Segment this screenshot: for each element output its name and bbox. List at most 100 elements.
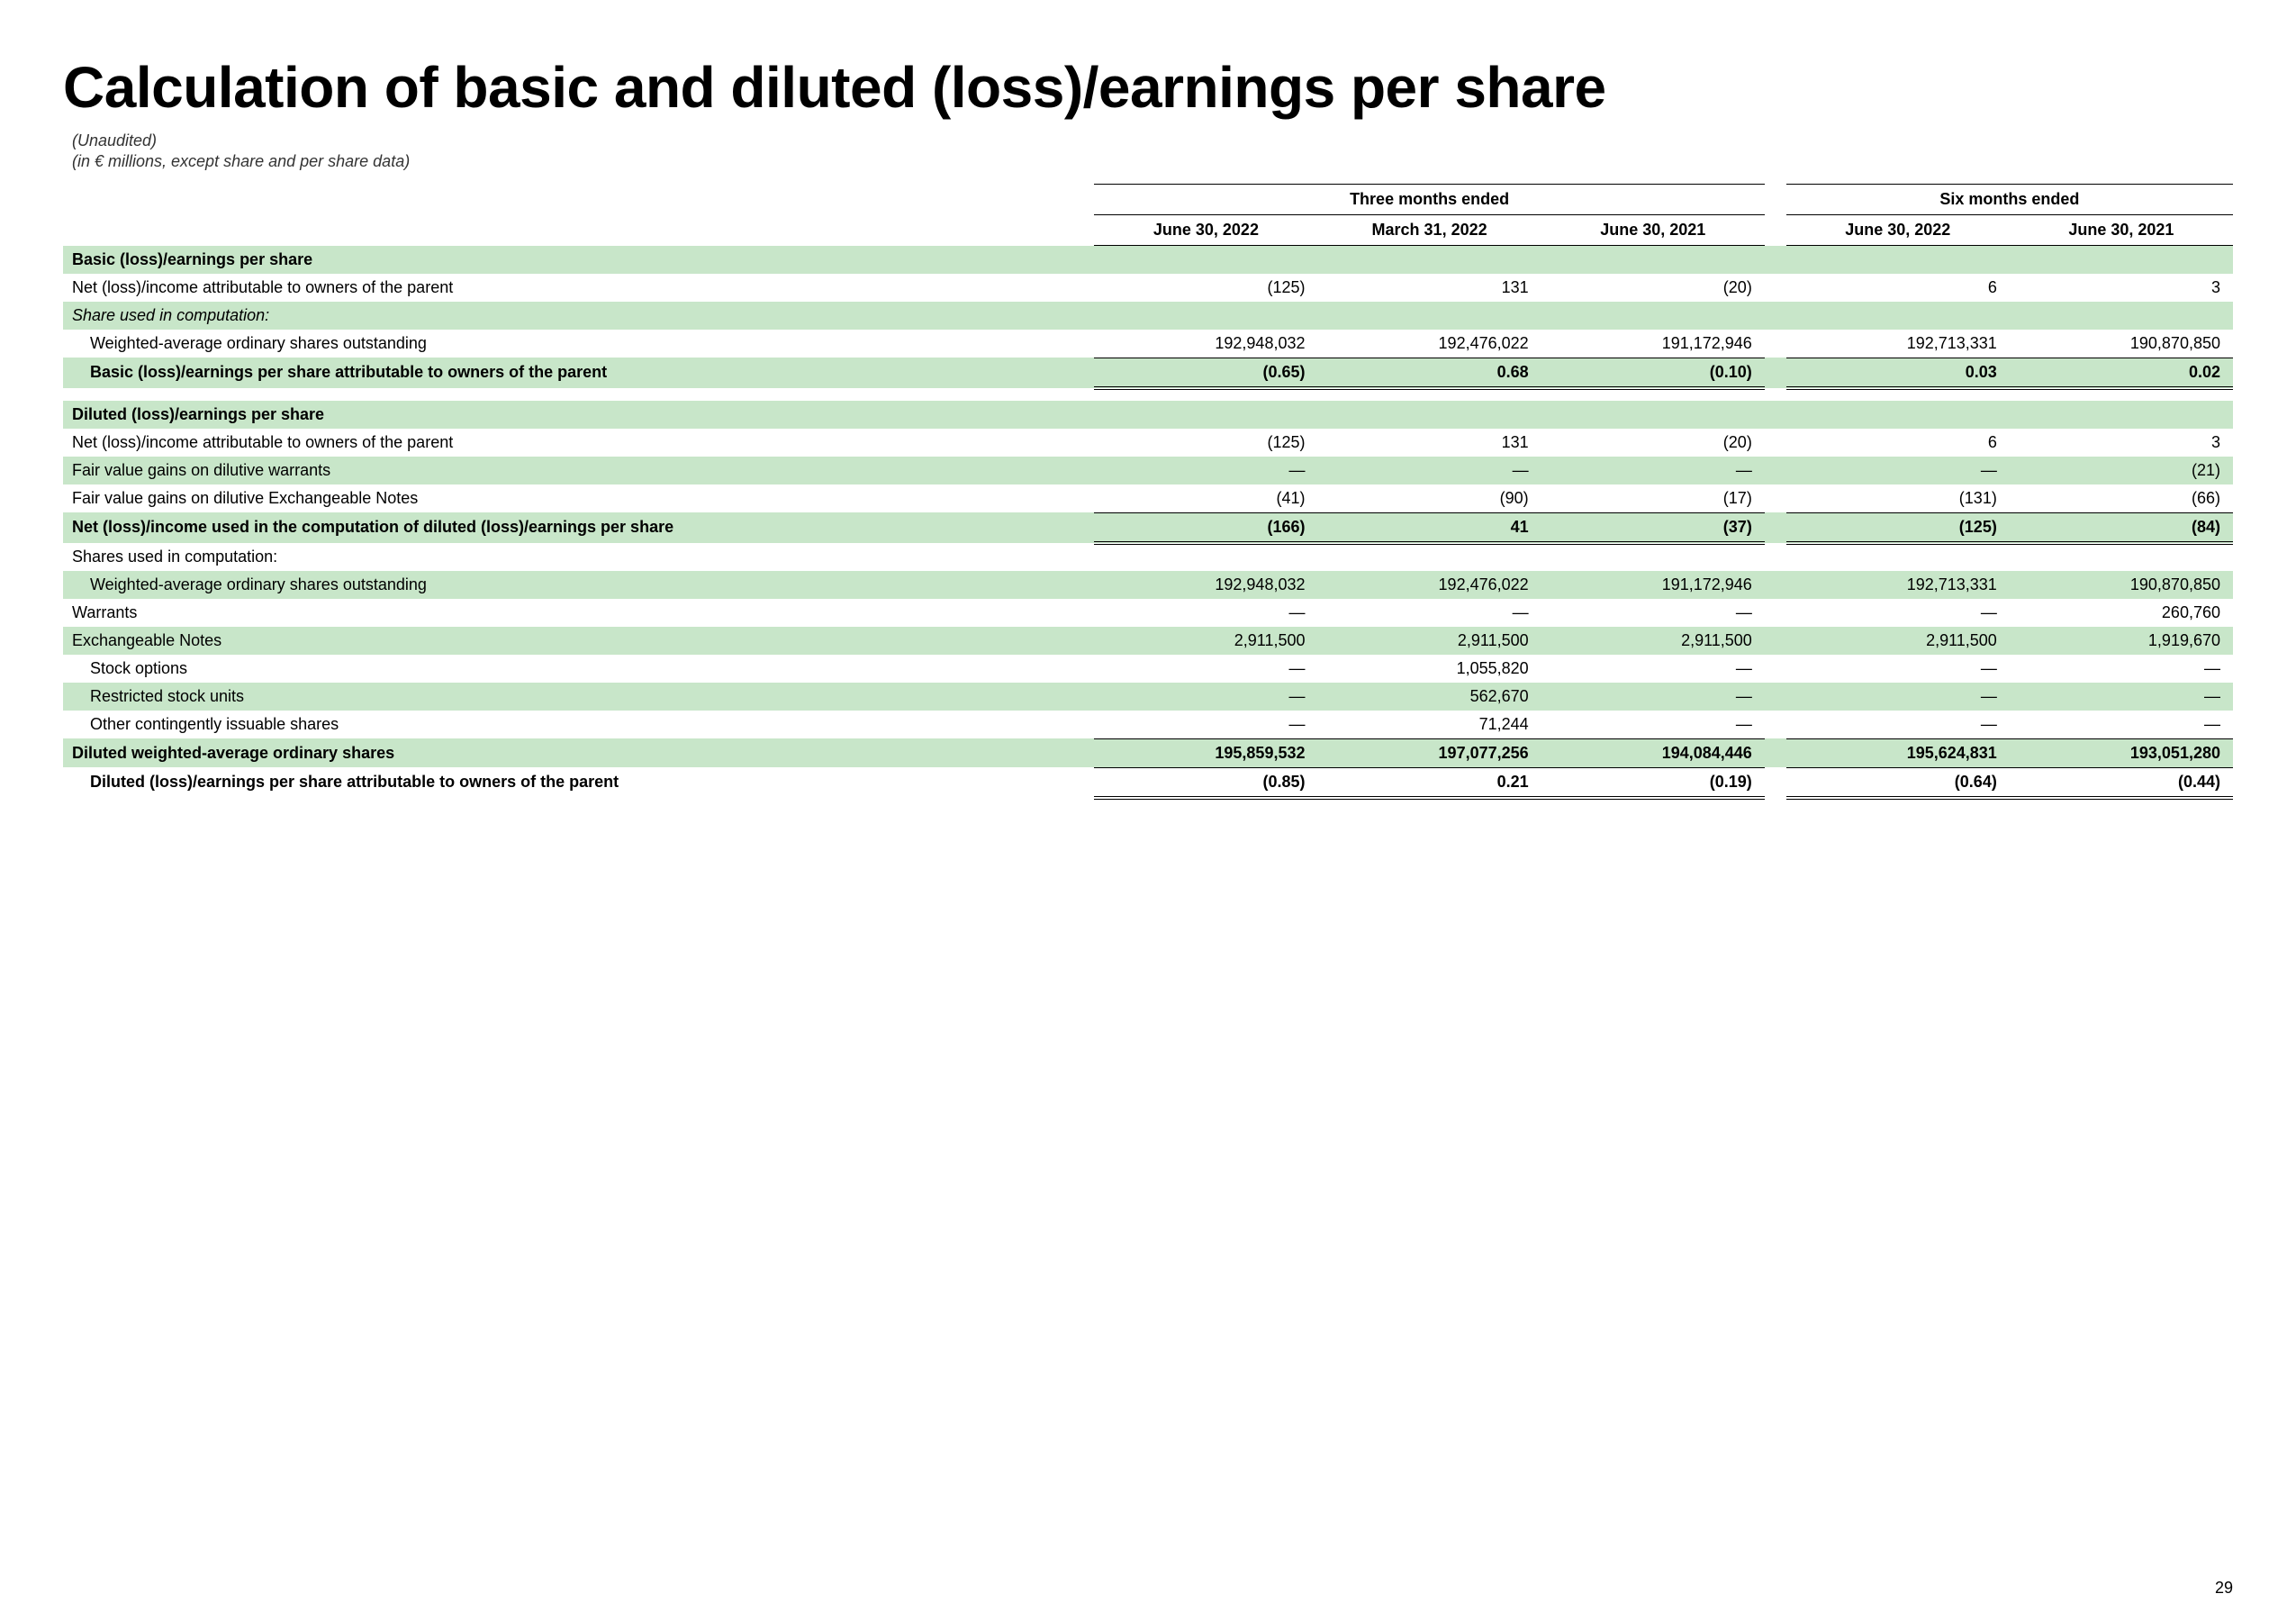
cell: (125) [1094, 274, 1317, 302]
cell: — [1786, 599, 2010, 627]
row-label: Net (loss)/income used in the computatio… [63, 512, 1094, 543]
cell [1786, 401, 2010, 429]
row-label: Fair value gains on dilutive warrants [63, 457, 1094, 484]
cell [1094, 401, 1317, 429]
table-row: Share used in computation: [63, 302, 2233, 330]
cell: (17) [1541, 484, 1765, 513]
col-header: June 30, 2021 [1541, 215, 1765, 246]
cell: (66) [2010, 484, 2233, 513]
cell: 193,051,280 [2010, 738, 2233, 767]
table-row: Basic (loss)/earnings per share attribut… [63, 358, 2233, 388]
cell: 2,911,500 [1786, 627, 2010, 655]
page-title: Calculation of basic and diluted (loss)/… [63, 54, 2233, 121]
group-header-six-months: Six months ended [1786, 185, 2233, 215]
group-header-row: Three months ended Six months ended [63, 185, 2233, 215]
table-row: Stock options—1,055,820——— [63, 655, 2233, 683]
cell: — [1541, 711, 1765, 739]
table-row: Net (loss)/income attributable to owners… [63, 429, 2233, 457]
cell: 2,911,500 [1541, 627, 1765, 655]
cell [1786, 543, 2010, 571]
cell: — [1541, 457, 1765, 484]
row-label: Net (loss)/income attributable to owners… [63, 274, 1094, 302]
row-label: Restricted stock units [63, 683, 1094, 711]
cell: 3 [2010, 274, 2233, 302]
cell: 1,919,670 [2010, 627, 2233, 655]
cell: (0.19) [1541, 767, 1765, 798]
cell: (0.85) [1094, 767, 1317, 798]
cell: — [1094, 457, 1317, 484]
cell: 3 [2010, 429, 2233, 457]
row-label: Basic (loss)/earnings per share attribut… [63, 358, 1094, 388]
col-header: June 30, 2021 [2010, 215, 2233, 246]
row-label: Weighted-average ordinary shares outstan… [63, 330, 1094, 358]
cell [1541, 246, 1765, 274]
cell: — [1786, 711, 2010, 739]
cell [1318, 543, 1541, 571]
cell [1094, 302, 1317, 330]
row-label: Share used in computation: [63, 302, 1094, 330]
subtitle-unaudited: (Unaudited) [72, 131, 2233, 150]
cell: 191,172,946 [1541, 571, 1765, 599]
cell: 195,859,532 [1094, 738, 1317, 767]
cell: 194,084,446 [1541, 738, 1765, 767]
cell: 0.68 [1318, 358, 1541, 388]
cell: — [1094, 683, 1317, 711]
cell [2010, 543, 2233, 571]
cell: 192,948,032 [1094, 571, 1317, 599]
cell: 191,172,946 [1541, 330, 1765, 358]
cell: 0.03 [1786, 358, 2010, 388]
cell: (20) [1541, 429, 1765, 457]
cell: (131) [1786, 484, 2010, 513]
cell [1318, 401, 1541, 429]
cell [1786, 246, 2010, 274]
table-row: Other contingently issuable shares—71,24… [63, 711, 2233, 739]
row-label: Basic (loss)/earnings per share [63, 246, 1094, 274]
cell: (0.65) [1094, 358, 1317, 388]
cell: 1,055,820 [1318, 655, 1541, 683]
table-row: Net (loss)/income used in the computatio… [63, 512, 2233, 543]
cell: — [1541, 655, 1765, 683]
cell: — [2010, 655, 2233, 683]
cell: 6 [1786, 274, 2010, 302]
table-row: Weighted-average ordinary shares outstan… [63, 571, 2233, 599]
row-label: Diluted weighted-average ordinary shares [63, 738, 1094, 767]
cell: 195,624,831 [1786, 738, 2010, 767]
cell: 2,911,500 [1094, 627, 1317, 655]
subtitle-units: (in € millions, except share and per sha… [72, 152, 2233, 171]
table-row: Fair value gains on dilutive warrants———… [63, 457, 2233, 484]
cell: 71,244 [1318, 711, 1541, 739]
cell [2010, 246, 2233, 274]
cell [1318, 302, 1541, 330]
cell [1541, 302, 1765, 330]
cell: (0.64) [1786, 767, 2010, 798]
cell: 41 [1318, 512, 1541, 543]
cell: — [1541, 599, 1765, 627]
cell [1318, 246, 1541, 274]
cell: (90) [1318, 484, 1541, 513]
cell: — [1786, 457, 2010, 484]
cell: (125) [1786, 512, 2010, 543]
cell: 0.02 [2010, 358, 2233, 388]
cell: 260,760 [2010, 599, 2233, 627]
cell [2010, 401, 2233, 429]
row-label: Net (loss)/income attributable to owners… [63, 429, 1094, 457]
row-label: Stock options [63, 655, 1094, 683]
cell: — [2010, 711, 2233, 739]
cell: 6 [1786, 429, 2010, 457]
cell: (0.10) [1541, 358, 1765, 388]
cell: (125) [1094, 429, 1317, 457]
table-row: Shares used in computation: [63, 543, 2233, 571]
cell: (21) [2010, 457, 2233, 484]
row-label: Diluted (loss)/earnings per share [63, 401, 1094, 429]
cell: — [1094, 655, 1317, 683]
table-row: Weighted-average ordinary shares outstan… [63, 330, 2233, 358]
cell [1094, 246, 1317, 274]
col-header: June 30, 2022 [1094, 215, 1317, 246]
cell: 2,911,500 [1318, 627, 1541, 655]
table-row: Net (loss)/income attributable to owners… [63, 274, 2233, 302]
cell [1541, 401, 1765, 429]
table-row: Diluted (loss)/earnings per share attrib… [63, 767, 2233, 798]
cell [1786, 302, 2010, 330]
row-label: Weighted-average ordinary shares outstan… [63, 571, 1094, 599]
table-row: Fair value gains on dilutive Exchangeabl… [63, 484, 2233, 513]
